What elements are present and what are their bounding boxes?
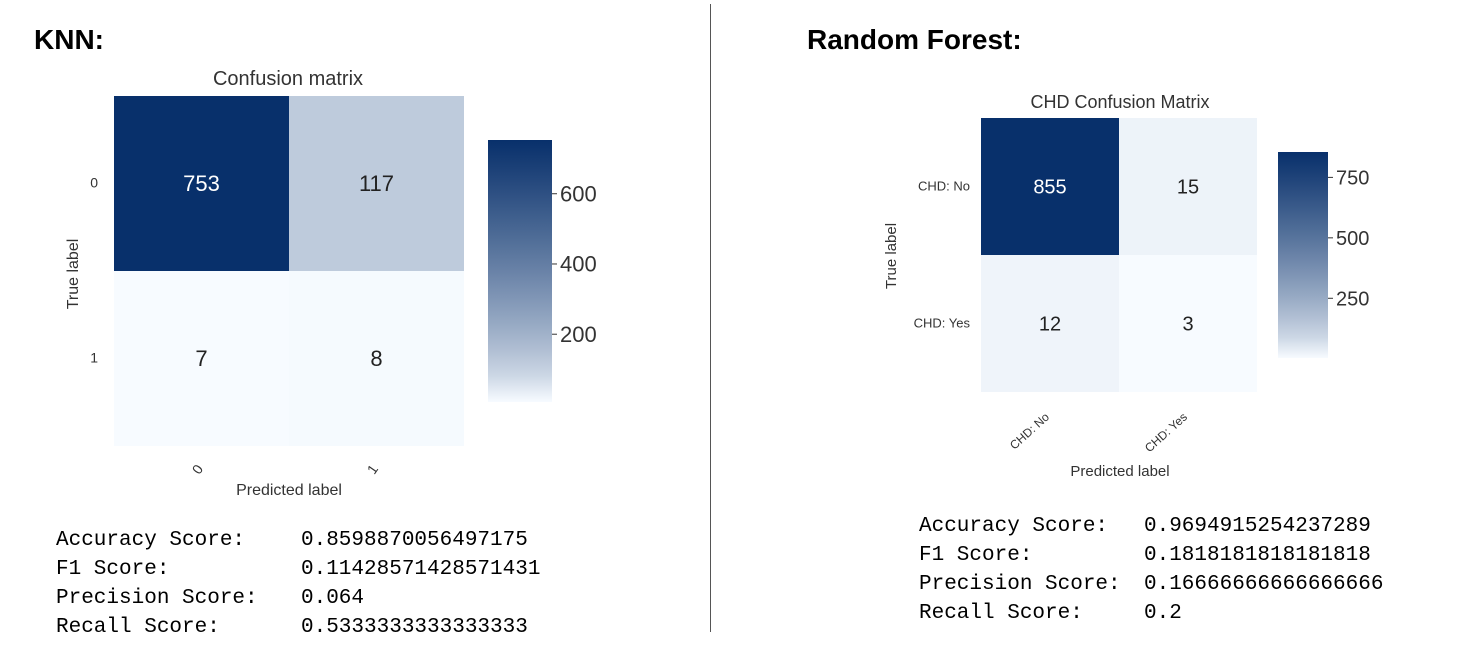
chart0-ytick-1: 1 [90,350,98,366]
chart1-colorbar [1278,152,1328,358]
chart0-colorbar [488,140,552,402]
chart0-xlabel: Predicted label [236,482,342,499]
rf-recall-row: Recall Score: 0.2 [919,599,1383,628]
knn-accuracy-row: Accuracy Score: 0.8598870056497175 [56,526,540,555]
random-forest-metrics: Accuracy Score: 0.9694915254237289 F1 Sc… [919,512,1383,628]
chart1-xlabel: Predicted label [1070,463,1169,480]
chart1-colorbar-tick-2: 750 [1336,167,1369,189]
chart1-ytick-1: CHD: Yes [914,316,971,331]
metric-label: Recall Score: [919,599,1144,628]
metric-label: F1 Score: [919,541,1144,570]
chart1-colorbar-tick-1: 500 [1336,228,1369,250]
chart0-ytick-0: 0 [90,175,98,191]
knn-recall-row: Recall Score: 0.5333333333333333 [56,613,540,642]
chart1-cell-label-0-1: 15 [1177,177,1199,199]
knn-f1-row: F1 Score: 0.11428571428571431 [56,555,540,584]
chart1-title: CHD Confusion Matrix [1030,92,1209,112]
chart1-ylabel: True label [883,223,900,289]
metric-value: 0.8598870056497175 [301,526,528,555]
metric-label: F1 Score: [56,555,301,584]
metric-label: Accuracy Score: [919,512,1144,541]
chart1-colorbar-tick-0: 250 [1336,288,1369,310]
chart0-cell-label-0-0: 753 [183,171,220,196]
metric-value: 0.064 [301,584,364,613]
chart0-cell-label-1-1: 8 [370,346,382,371]
knn-metrics: Accuracy Score: 0.8598870056497175 F1 Sc… [56,526,540,642]
chart0-cell-label-1-0: 7 [195,346,207,371]
chart1-ytick-0: CHD: No [918,179,970,194]
metric-value: 0.2 [1144,599,1182,628]
metric-value: 0.1818181818181818 [1144,541,1371,570]
metric-label: Precision Score: [919,570,1144,599]
chart1-cell-label-1-1: 3 [1182,314,1193,336]
chart0-colorbar-tick-1: 400 [560,252,597,277]
rf-precision-row: Precision Score: 0.16666666666666666 [919,570,1383,599]
chart1-xtick-1: CHD: Yes [1142,410,1190,455]
chart0-colorbar-tick-2: 600 [560,181,597,206]
chart0-xtick-0: 0 [189,461,207,477]
chart0-ylabel: True label [65,239,82,310]
chart1-cell-label-1-0: 12 [1039,314,1061,336]
metric-value: 0.16666666666666666 [1144,570,1383,599]
chart0-xtick-1: 1 [364,461,382,477]
chart1-cell-label-0-0: 855 [1033,177,1066,199]
rf-f1-row: F1 Score: 0.1818181818181818 [919,541,1383,570]
metric-value: 0.5333333333333333 [301,613,528,642]
chart0-cell-label-0-1: 117 [359,171,394,196]
metric-label: Precision Score: [56,584,301,613]
knn-precision-row: Precision Score: 0.064 [56,584,540,613]
rf-accuracy-row: Accuracy Score: 0.9694915254237289 [919,512,1383,541]
metric-value: 0.11428571428571431 [301,555,540,584]
chart0-colorbar-tick-0: 200 [560,322,597,347]
chart0-title: Confusion matrix [213,68,363,90]
metric-label: Recall Score: [56,613,301,642]
metric-value: 0.9694915254237289 [1144,512,1371,541]
chart1-xtick-0: CHD: No [1007,410,1052,453]
metric-label: Accuracy Score: [56,526,301,555]
